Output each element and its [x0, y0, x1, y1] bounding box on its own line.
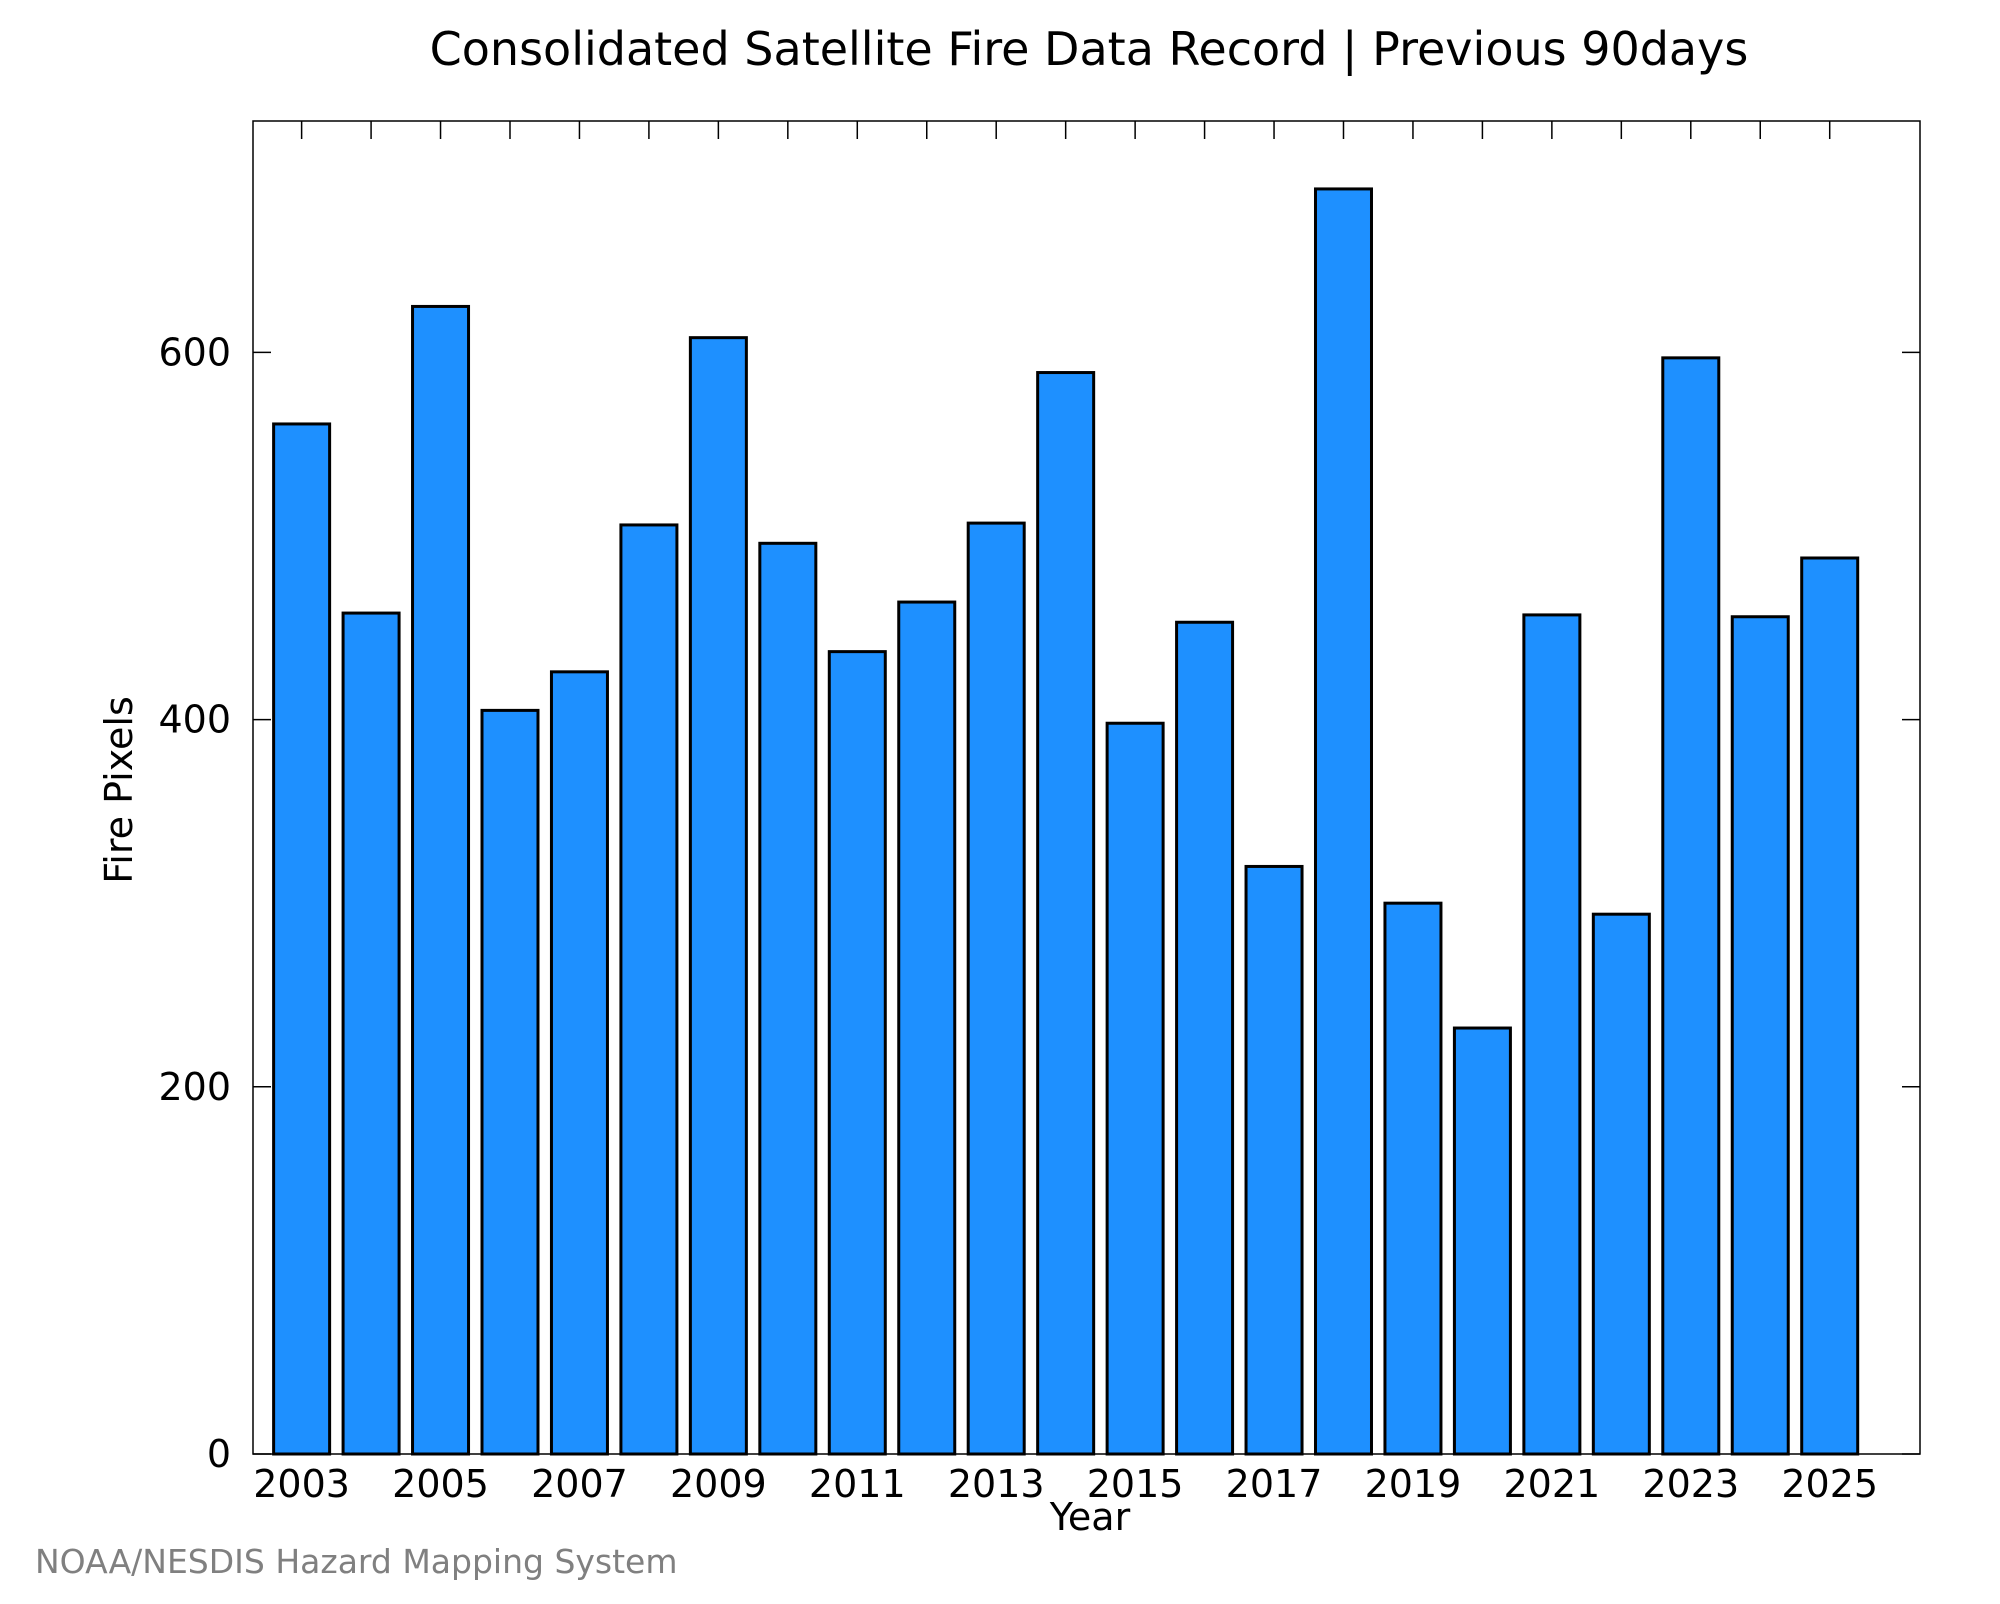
bar-2021 — [1522, 613, 1582, 1456]
y-tick-label: 600 — [158, 330, 231, 374]
x-tick-label: 2023 — [1642, 1462, 1739, 1506]
y-axis: 0 200 400 600 — [158, 330, 1920, 1476]
x-tick-label: 2025 — [1781, 1462, 1878, 1506]
bar-2018 — [1313, 187, 1373, 1456]
bar-2006 — [480, 708, 540, 1456]
bar-2015 — [1105, 721, 1165, 1456]
x-tick-label: 2007 — [531, 1462, 628, 1506]
chart-title: Consolidated Satellite Fire Data Record … — [430, 22, 1749, 77]
bar-2011 — [827, 650, 887, 1456]
credit-text: NOAA/NESDIS Hazard Mapping System — [35, 1542, 678, 1581]
y-tick-label: 200 — [158, 1065, 231, 1109]
y-axis-label: Fire Pixels — [97, 696, 141, 884]
x-tick-label: 2017 — [1226, 1462, 1323, 1506]
x-tick-label: 2009 — [670, 1462, 767, 1506]
x-tick-label: 2013 — [948, 1462, 1045, 1506]
x-axis: 2003 2005 2007 2009 2011 2013 2015 2017 2019 2021… — [253, 121, 1878, 1506]
bar-2005 — [411, 304, 471, 1456]
bar-2019 — [1383, 901, 1443, 1456]
bar-2017 — [1244, 864, 1304, 1456]
bar-2012 — [897, 600, 957, 1456]
x-tick-label: 2021 — [1504, 1462, 1601, 1506]
x-axis-label: Year — [1049, 1495, 1131, 1539]
x-tick-label: 2011 — [809, 1462, 906, 1506]
y-tick-label: 0 — [207, 1432, 231, 1476]
bar-2016 — [1175, 620, 1235, 1456]
bar-2022 — [1591, 912, 1651, 1456]
bar-2014 — [1036, 371, 1096, 1456]
x-tick-label: 2005 — [392, 1462, 489, 1506]
x-tick-label: 2015 — [1087, 1462, 1184, 1506]
bar-2013 — [966, 521, 1026, 1456]
x-tick-label: 2019 — [1365, 1462, 1462, 1506]
bar-series — [272, 187, 1860, 1456]
bar-2007 — [549, 670, 609, 1456]
bar-2020 — [1452, 1026, 1512, 1456]
bar-2008 — [619, 523, 679, 1456]
bar-2023 — [1661, 356, 1721, 1456]
x-tick-label: 2003 — [253, 1462, 350, 1506]
bar-2009 — [688, 336, 748, 1456]
y-tick-label: 400 — [158, 698, 231, 742]
bar-2025 — [1800, 556, 1860, 1456]
bar-2004 — [341, 611, 401, 1456]
bar-2024 — [1730, 615, 1790, 1456]
bar-2010 — [758, 541, 818, 1456]
bar-2003 — [272, 422, 332, 1456]
